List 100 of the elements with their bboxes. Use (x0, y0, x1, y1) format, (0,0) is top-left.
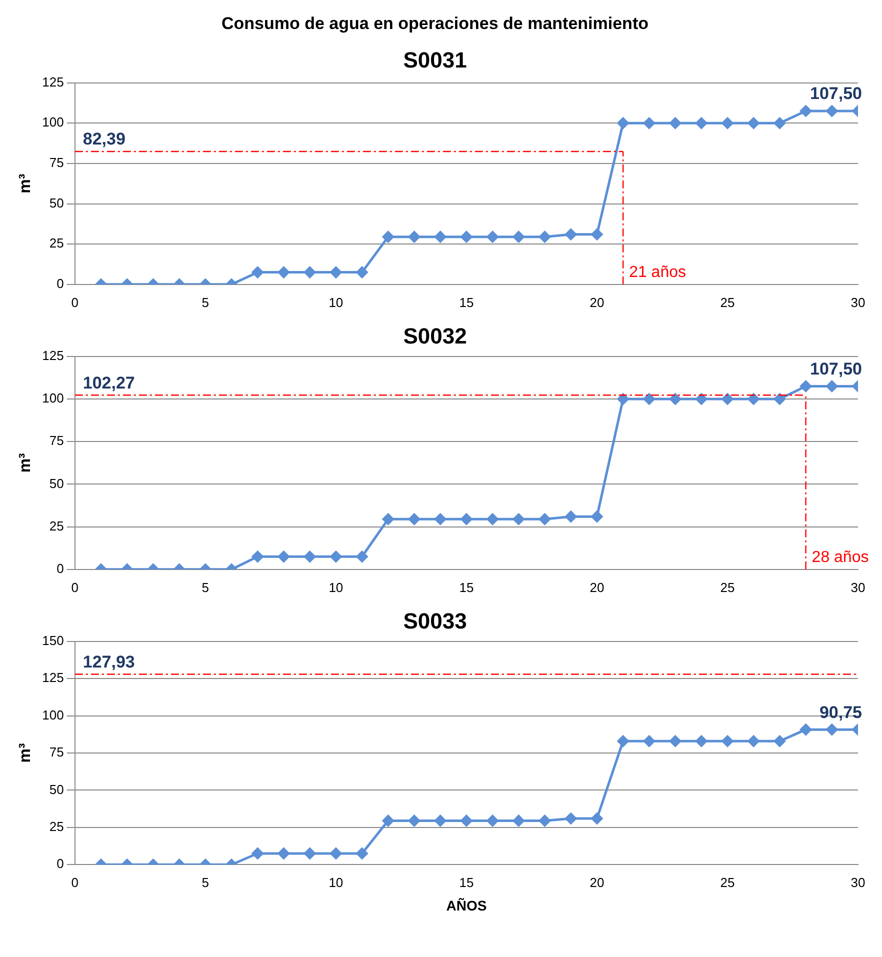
point (330, 848, 342, 860)
x-tick-label: 15 (459, 580, 474, 595)
y-tick-label: 75 (49, 744, 64, 760)
point (382, 513, 394, 525)
y-axis-title: m³ (17, 743, 34, 763)
x-tick-label: 10 (328, 294, 344, 310)
ref-line-label: 127,93 (82, 652, 135, 672)
ref-line-label: 21 años (629, 264, 686, 281)
y-tick-label: 75 (49, 433, 64, 448)
point (565, 228, 577, 240)
y-tick-label: 0 (56, 276, 64, 291)
point (278, 848, 290, 860)
point (330, 550, 342, 562)
point (826, 105, 838, 117)
point (408, 513, 420, 525)
point (512, 814, 524, 826)
ref-line-label: 102,27 (82, 373, 135, 392)
point (617, 117, 629, 129)
point (278, 266, 290, 278)
point (382, 814, 394, 826)
x-tick-label: 15 (459, 294, 474, 310)
point (826, 724, 838, 736)
point (486, 814, 498, 826)
x-tick-label: 15 (459, 874, 474, 890)
x-tick-label: 5 (202, 294, 210, 310)
y-tick-label: 150 (42, 632, 64, 648)
x-tick-label: 5 (202, 874, 210, 890)
x-tick-label: 25 (720, 580, 735, 595)
y-tick-label: 50 (49, 782, 64, 797)
point (774, 735, 786, 747)
point (304, 266, 316, 278)
point (617, 735, 629, 747)
point (643, 735, 655, 747)
point (252, 266, 264, 278)
point (382, 231, 394, 243)
point (460, 231, 472, 243)
data-label: 107,50 (810, 359, 862, 378)
point (800, 105, 812, 117)
data-label: 90,75 (819, 702, 862, 722)
point (356, 266, 368, 278)
point (252, 848, 264, 860)
point (826, 380, 838, 392)
x-tick-label: 30 (850, 294, 866, 310)
point (591, 228, 603, 240)
y-tick-label: 75 (49, 155, 64, 170)
point (774, 393, 786, 405)
point (278, 550, 290, 562)
ref-line-label: 28 años (812, 548, 869, 566)
x-tick-label: 25 (720, 294, 735, 310)
point (539, 231, 551, 243)
point (617, 393, 629, 405)
point (722, 735, 734, 747)
point (774, 117, 786, 129)
point (722, 117, 734, 129)
x-tick-label: 5 (202, 580, 210, 595)
x-tick-label: 20 (590, 580, 604, 595)
point (434, 231, 446, 243)
y-tick-label: 50 (49, 476, 64, 491)
y-axis-title: m³ (17, 174, 34, 194)
point (670, 117, 682, 129)
x-tick-label: 30 (850, 580, 866, 595)
point (512, 513, 524, 525)
point (670, 735, 682, 747)
y-tick-label: 125 (42, 74, 64, 90)
point (434, 814, 446, 826)
y-tick-label: 0 (56, 560, 64, 576)
chart-subtitle: S0031 (403, 48, 467, 73)
y-tick-label: 25 (49, 236, 64, 251)
y-tick-label: 100 (42, 707, 64, 722)
chart-title: Consumo de agua en operaciones de mantenimiento (222, 14, 648, 33)
y-tick-label: 125 (42, 670, 64, 686)
point (643, 393, 655, 405)
point (512, 231, 524, 243)
chart-title: S0033 (403, 608, 467, 634)
x-tick-label: 0 (71, 580, 79, 595)
y-tick-label: 100 (42, 390, 64, 406)
point (591, 812, 603, 824)
x-tick-label: 10 (328, 874, 344, 890)
y-tick-label: 0 (56, 856, 64, 872)
point (696, 393, 708, 405)
y-tick-label: 25 (49, 518, 64, 534)
point (434, 513, 446, 525)
point (748, 393, 760, 405)
point (408, 814, 420, 826)
point (304, 550, 316, 562)
point (565, 510, 577, 522)
point (486, 231, 498, 243)
point (252, 550, 264, 562)
point (565, 812, 577, 824)
point (486, 513, 498, 525)
x-tick-label: 20 (590, 874, 604, 890)
point (722, 393, 734, 405)
x-tick-label: 20 (590, 294, 604, 310)
y-tick-label: 50 (49, 195, 64, 210)
x-tick-label: 25 (720, 874, 735, 890)
chart-title: S0032 (403, 323, 467, 348)
point (304, 848, 316, 860)
point (460, 814, 472, 826)
point (356, 550, 368, 562)
point (696, 117, 708, 129)
